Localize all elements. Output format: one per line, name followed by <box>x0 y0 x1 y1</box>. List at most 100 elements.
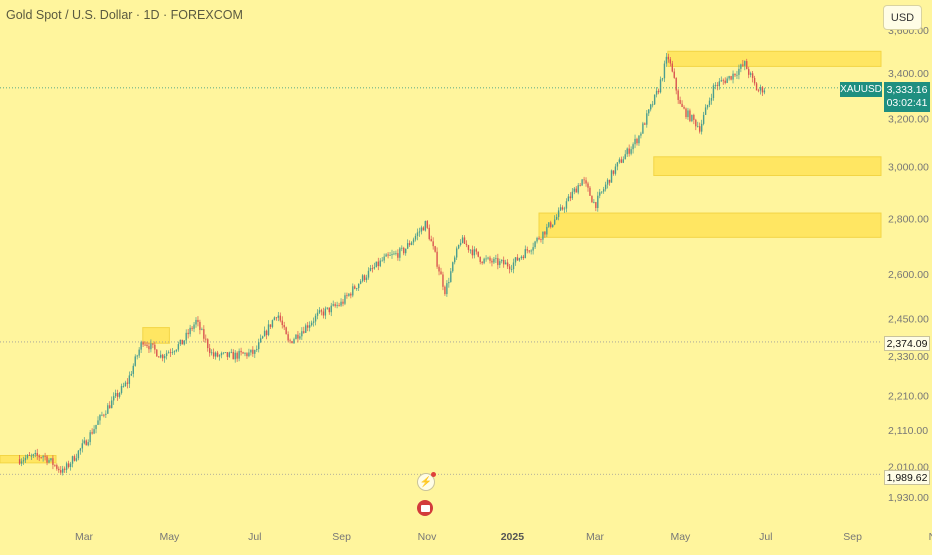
candle-body <box>181 339 183 345</box>
candle-body <box>324 308 327 316</box>
candle-body <box>699 126 701 132</box>
candle-body <box>314 315 317 322</box>
candle-body <box>34 452 36 455</box>
candle-body <box>291 341 293 344</box>
candle-body <box>508 266 511 270</box>
candle-body <box>199 321 201 330</box>
candle-body <box>48 460 50 463</box>
candle-body <box>748 69 750 75</box>
candle-body <box>444 286 446 295</box>
candle-body <box>207 339 209 349</box>
candle-body <box>459 242 462 245</box>
candle-body <box>461 237 464 243</box>
candle-body <box>93 429 95 434</box>
candle-body <box>346 295 348 297</box>
candle-body <box>293 339 295 344</box>
candle-body <box>238 350 240 359</box>
candle-body <box>246 353 248 357</box>
candle-body <box>595 202 597 209</box>
candle-body <box>418 231 421 233</box>
candle-body <box>577 185 579 193</box>
candle-body <box>169 352 172 354</box>
candle-body <box>95 424 97 430</box>
candle-body <box>236 352 238 359</box>
candle-body <box>536 237 538 242</box>
candle-body <box>495 258 497 259</box>
candle-body <box>175 349 178 352</box>
candle-body <box>118 392 121 397</box>
candle-body <box>326 307 329 309</box>
candle-body <box>330 305 332 313</box>
candle-body <box>424 221 427 231</box>
candle-body <box>254 350 256 354</box>
candle-body <box>371 268 374 269</box>
candle-body <box>187 332 189 335</box>
x-tick-label: Mar <box>586 531 605 543</box>
candle-body <box>87 442 89 446</box>
candle-body <box>344 295 346 304</box>
candle-body <box>528 250 530 252</box>
lightning-event-icon[interactable]: ⚡ <box>417 472 436 491</box>
candle-body <box>30 455 33 457</box>
candle-body <box>387 254 389 256</box>
candle-body <box>416 232 419 236</box>
candle-body <box>683 107 685 109</box>
candle-body <box>303 331 305 333</box>
candle-body <box>161 354 164 359</box>
candle-body <box>726 78 728 83</box>
candle-body <box>342 301 344 304</box>
candle-body <box>626 148 628 155</box>
candle-body <box>457 244 460 249</box>
candle-body <box>316 312 319 316</box>
candle-body <box>730 76 732 80</box>
horizontal-line-layer <box>0 87 881 475</box>
candle-body <box>555 216 558 220</box>
candle-body <box>473 249 476 256</box>
candle-body <box>63 468 66 470</box>
candle-body <box>189 327 191 335</box>
candle-body <box>232 351 234 360</box>
currency-button[interactable]: USD <box>883 5 922 30</box>
candle-body <box>644 123 646 125</box>
candle-body <box>71 456 74 464</box>
y-tick-label: 1,930.00 <box>888 492 929 504</box>
candle-body <box>716 85 719 86</box>
candle-body <box>485 258 487 260</box>
candle-body <box>661 78 664 80</box>
candle-body <box>26 455 29 458</box>
candle-body <box>646 113 648 125</box>
candle-body <box>430 239 432 242</box>
y-tick-label: 3,200.00 <box>888 113 929 125</box>
candle-body <box>357 283 360 289</box>
candle-body <box>365 277 368 281</box>
candle-body <box>156 349 158 357</box>
candle-body <box>638 135 640 144</box>
candle-body <box>267 324 270 336</box>
candle-body <box>618 159 621 163</box>
y-tick-label: 2,210.00 <box>888 391 929 403</box>
candle-body <box>601 191 603 193</box>
supply-demand-zone <box>667 50 882 67</box>
candle-body <box>436 251 438 267</box>
candle-body <box>422 227 425 231</box>
candle-body <box>440 271 442 275</box>
candle-body <box>403 247 405 254</box>
candle-body <box>210 352 213 354</box>
candle-body <box>620 159 623 163</box>
candle-body <box>575 188 577 193</box>
candle-body <box>653 94 656 105</box>
candle-body <box>252 349 254 354</box>
candle-body <box>414 235 417 240</box>
candle-body <box>591 195 593 203</box>
lightning-icon: ⚡ <box>419 476 433 488</box>
candle-body <box>214 352 217 357</box>
candle-body <box>183 340 185 345</box>
candle-body <box>103 414 105 416</box>
flag-event-icon[interactable] <box>417 500 433 516</box>
candle-body <box>753 77 756 84</box>
event-dot <box>431 472 436 477</box>
candle-body <box>465 243 468 246</box>
candle-body <box>673 71 675 78</box>
